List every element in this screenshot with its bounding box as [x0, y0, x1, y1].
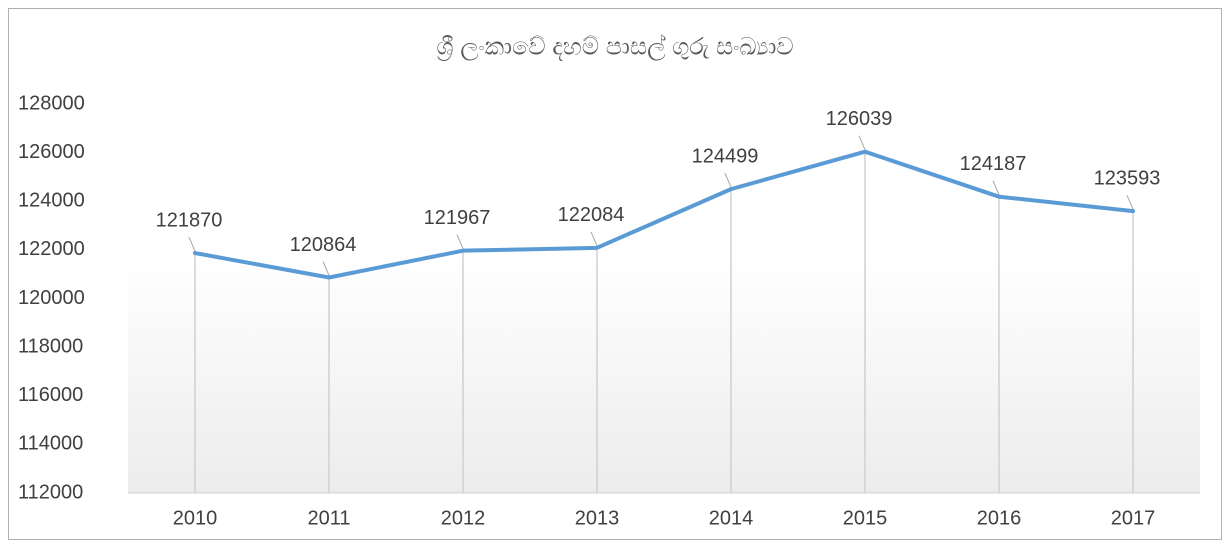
- x-tick-label: 2015: [843, 507, 888, 529]
- y-tick-label: 126000: [18, 141, 85, 163]
- y-tick-label: 124000: [18, 190, 85, 212]
- x-tick-label: 2012: [441, 507, 486, 529]
- data-label: 121967: [424, 207, 491, 229]
- x-tick-label: 2016: [977, 507, 1022, 529]
- data-label: 122084: [558, 204, 625, 226]
- data-label: 121870: [156, 209, 223, 231]
- y-tick-label: 114000: [18, 433, 83, 455]
- x-tick-label: 2014: [709, 507, 754, 529]
- y-tick-label: 116000: [18, 384, 83, 406]
- leader-line: [992, 180, 1000, 195]
- leader-line: [188, 236, 196, 252]
- data-label: 120864: [290, 234, 357, 256]
- y-tick-label: 122000: [18, 238, 85, 260]
- leader-line: [456, 234, 464, 249]
- data-label: 123593: [1094, 167, 1161, 189]
- plot-area: [128, 104, 1200, 493]
- data-label: 124187: [960, 153, 1027, 175]
- data-label: 126039: [826, 108, 893, 130]
- leader-line: [858, 135, 866, 150]
- y-tick-label: 128000: [18, 92, 85, 114]
- y-tick-label: 118000: [18, 335, 83, 357]
- data-label: 124499: [692, 145, 759, 167]
- x-tick-label: 2010: [173, 507, 218, 529]
- leader-line: [1126, 194, 1134, 210]
- y-tick-label: 112000: [18, 481, 83, 503]
- y-tick-label: 120000: [18, 287, 85, 309]
- x-tick-label: 2017: [1111, 507, 1156, 529]
- x-tick-label: 2013: [575, 507, 620, 529]
- chart-title: ශ්‍රී ලංකාවේ දහම් පාසල් ගුරු සංඛ්‍යාව: [436, 33, 793, 61]
- leader-line: [590, 231, 598, 247]
- series-line: [193, 149, 1135, 280]
- leader-line: [322, 261, 330, 276]
- leader-line: [724, 172, 732, 188]
- x-tick-label: 2011: [307, 507, 350, 529]
